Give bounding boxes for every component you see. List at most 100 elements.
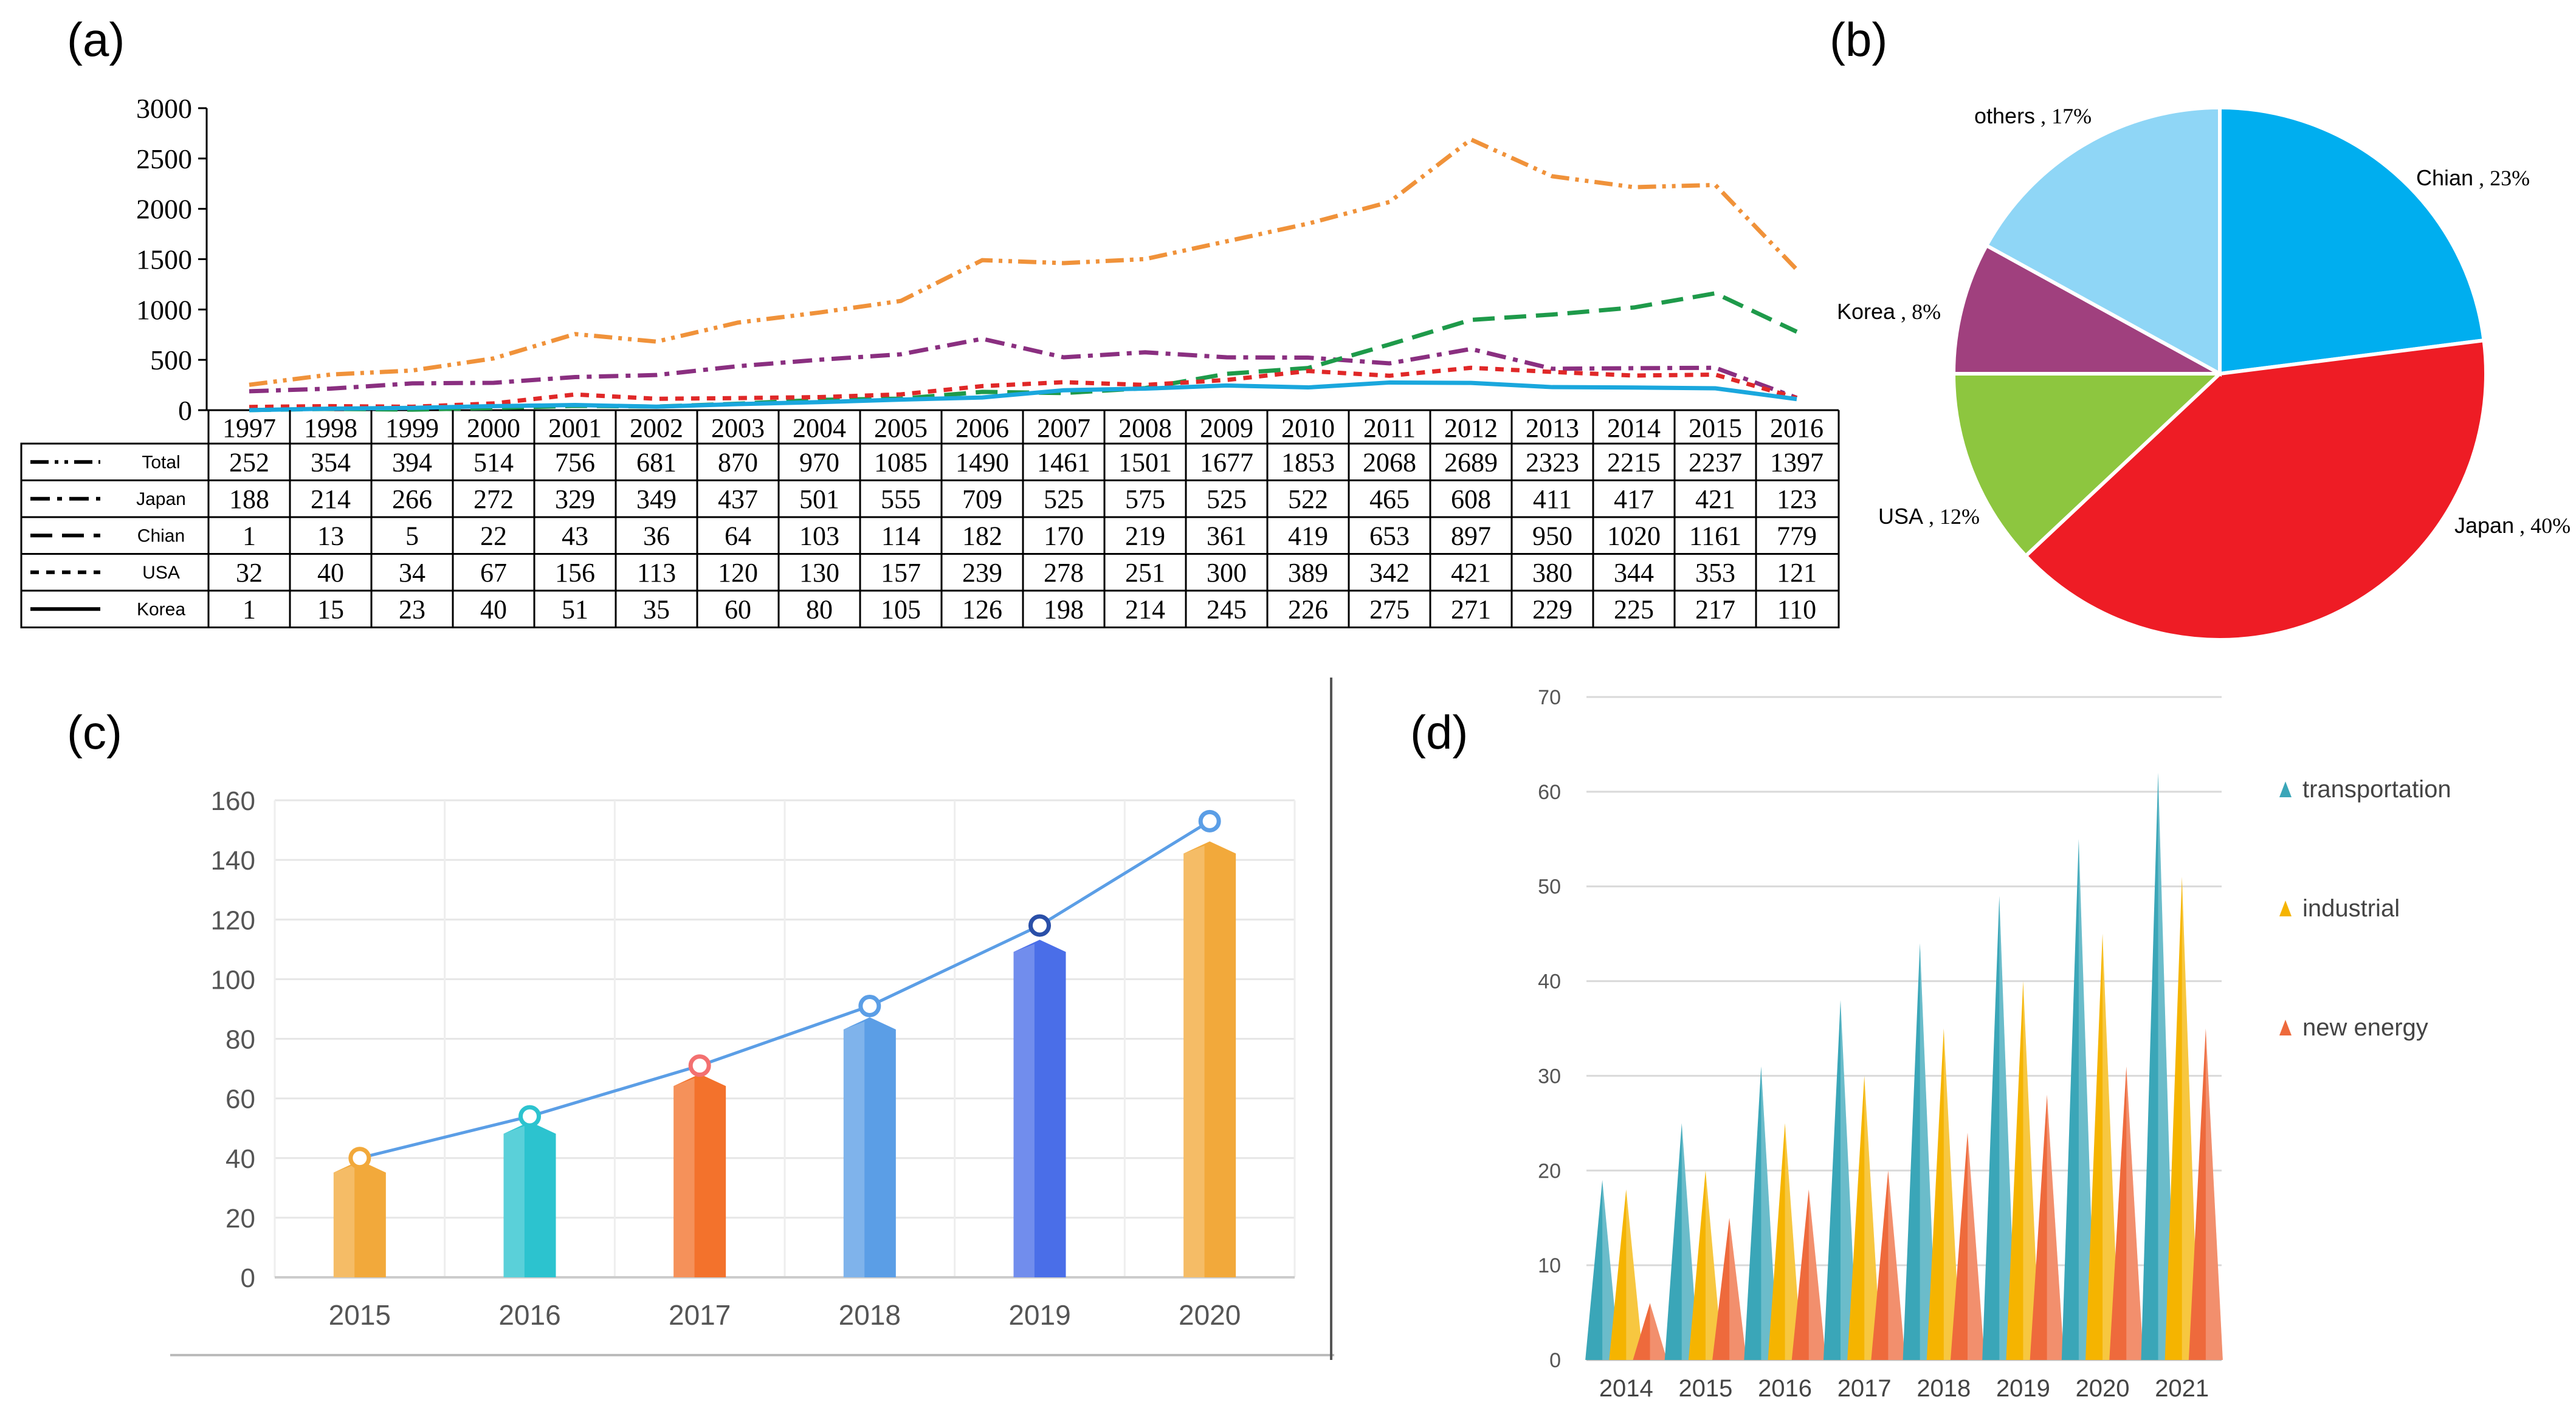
- pie-label-chian: Chian , 23%: [2416, 165, 2530, 190]
- chart-c-bar-line: 0 20 40 60 80 100 120 140 160 2015 2016 2017 2018 201…: [170, 786, 1334, 1356]
- table-cell: 1161: [1689, 521, 1741, 551]
- spike-transportation-2018: [1903, 943, 1937, 1360]
- table-cell: 300: [1207, 558, 1247, 588]
- panel-label-d: (d): [1410, 706, 1468, 759]
- tick-label-c-x: 2016: [498, 1299, 560, 1331]
- tick-label-c-y: 140: [211, 846, 255, 876]
- tick-label-d-y: 60: [1538, 781, 1561, 804]
- table-header-year: 1997: [222, 413, 276, 443]
- spike-transportation-2021: [2141, 772, 2175, 1360]
- table-cell: 344: [1614, 558, 1654, 588]
- table-cell: 217: [1695, 594, 1735, 624]
- series-line-usa: [249, 365, 1797, 410]
- spike-industrial-2018: [1926, 1028, 1961, 1360]
- table-cell: 251: [1125, 558, 1165, 588]
- table-cell: 245: [1207, 594, 1247, 624]
- trend-marker-2018: [858, 995, 881, 1018]
- spike-industrial-2021: [2164, 877, 2199, 1360]
- table-cell: 105: [881, 594, 921, 624]
- tick-label-d-y: 20: [1538, 1159, 1561, 1183]
- spike-industrial-2019: [2006, 981, 2040, 1360]
- table-header-year: 2012: [1444, 413, 1498, 443]
- table-cell: 130: [799, 558, 839, 588]
- trend-marker-2017: [688, 1054, 711, 1077]
- table-cell: 252: [229, 447, 269, 477]
- table-cell: 214: [311, 484, 351, 514]
- panel-label-c: (c): [67, 706, 122, 759]
- spike-shade: [2158, 772, 2175, 1360]
- spike-new-energy-2021: [2188, 1028, 2223, 1360]
- table-cell: 525: [1044, 484, 1084, 514]
- table-cell: 35: [643, 594, 670, 624]
- table-cell: 870: [718, 447, 758, 477]
- bar-2015: [333, 1160, 386, 1277]
- spike-transportation-2019: [1982, 896, 2017, 1360]
- table-cell: 681: [636, 447, 677, 477]
- pie-slice-others: [1984, 105, 2222, 377]
- table-cell: 170: [1044, 521, 1084, 551]
- spike-industrial-2016: [1768, 1123, 1802, 1360]
- table-cell: 120: [718, 558, 758, 588]
- chart-b-pie: Chian , 23% Japan , 40% USA , 12% Korea , 8…: [1837, 103, 2571, 642]
- bar-highlight: [673, 1078, 695, 1277]
- table-header-year: 2004: [793, 413, 846, 443]
- spike-new-energy-2018: [1951, 1132, 1985, 1360]
- table-cell: 229: [1532, 594, 1572, 624]
- table-cell: 897: [1451, 521, 1491, 551]
- table-header-year: 1999: [385, 413, 439, 443]
- bar-2020: [1183, 841, 1236, 1277]
- table-cell: 522: [1288, 484, 1328, 514]
- table-cell: 157: [881, 558, 921, 588]
- table-cell: 421: [1451, 558, 1491, 588]
- table-cell: 110: [1777, 594, 1816, 624]
- spike-shade: [1864, 1076, 1882, 1360]
- tick-label-c-x: 2020: [1179, 1299, 1241, 1331]
- tick-label-a-y: 1500: [136, 244, 192, 275]
- table-cell: 1677: [1200, 447, 1253, 477]
- data-table-border: [20, 442, 1840, 628]
- table-cell: 575: [1125, 484, 1165, 514]
- table-cell: 653: [1369, 521, 1410, 551]
- pie-label-korea: Korea , 8%: [1837, 299, 1941, 324]
- table-cell: 214: [1125, 594, 1165, 624]
- pie-slice-korea: [1951, 242, 2221, 376]
- table-cell: 2689: [1444, 447, 1498, 477]
- table-cell: 394: [392, 447, 432, 477]
- bar-2016: [503, 1121, 556, 1277]
- table-cell: 40: [480, 594, 507, 624]
- table-cell: 421: [1695, 484, 1735, 514]
- legend-label-transportation: transportation: [2302, 776, 2451, 803]
- tick-label-d-x: 2017: [1837, 1375, 1892, 1402]
- chart-a-line-table: 0 500 1000 1500 2000 2500 3000 1997 1998 1999 2000…: [20, 93, 1840, 628]
- table-cell: 361: [1207, 521, 1247, 551]
- spike-shade: [1999, 896, 2017, 1360]
- table-cell: 349: [636, 484, 677, 514]
- table-header-year: 2002: [630, 413, 683, 443]
- tick-label-d-y: 50: [1538, 876, 1561, 899]
- table-cell: 43: [562, 521, 588, 551]
- tick-label-c-y: 60: [226, 1085, 255, 1114]
- spike-new-energy-2015: [1712, 1218, 1747, 1360]
- spike-transportation-2015: [1664, 1123, 1699, 1360]
- table-cell: 23: [399, 594, 425, 624]
- table-header-year: 2013: [1526, 413, 1579, 443]
- table-header-year: 2003: [711, 413, 765, 443]
- series-line-total: [249, 137, 1799, 387]
- tick-label-d-x: 2014: [1599, 1375, 1653, 1402]
- spike-shade: [1943, 1028, 1961, 1360]
- table-cell: 22: [480, 521, 507, 551]
- tick-label-d-x: 2016: [1758, 1375, 1812, 1402]
- tick-label-a-y: 0: [178, 395, 192, 426]
- tick-label-c-y: 160: [211, 786, 255, 816]
- spike-shade: [2126, 1066, 2144, 1360]
- bar-highlight: [843, 1021, 865, 1277]
- table-header-year: 2005: [874, 413, 928, 443]
- table-cell: 51: [562, 594, 588, 624]
- tick-label-d-y: 30: [1538, 1065, 1561, 1088]
- spike-new-energy-2016: [1791, 1189, 1826, 1360]
- table-cell: 5: [405, 521, 419, 551]
- table-cell: 329: [555, 484, 595, 514]
- trend-marker-2019: [1028, 914, 1051, 937]
- table-cell: 278: [1044, 558, 1084, 588]
- spike-shade: [2205, 1028, 2223, 1360]
